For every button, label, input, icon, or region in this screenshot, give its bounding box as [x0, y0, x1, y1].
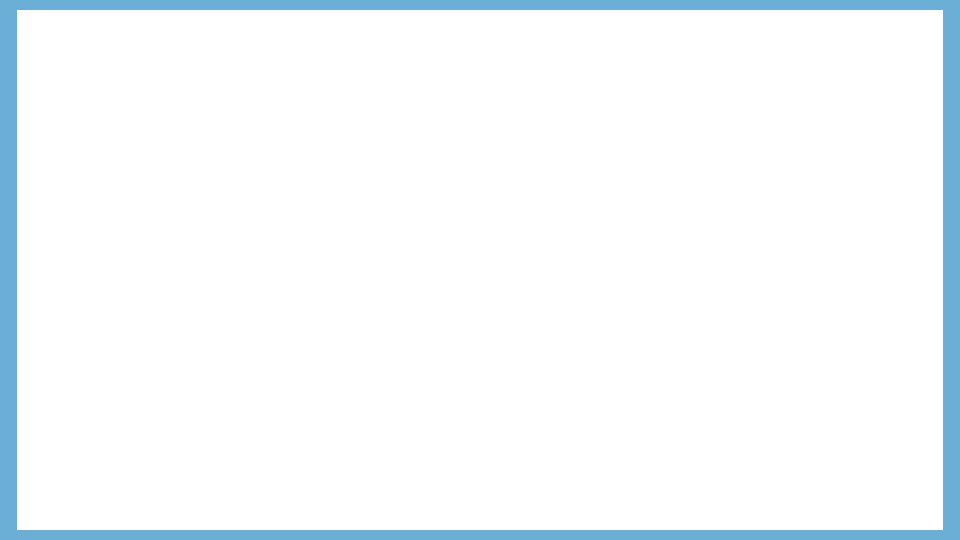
Text: J: J	[258, 280, 264, 299]
Text: $\phi(y) = (\theta_1(y))-\theta_2(y))\cdot\left(\dfrac{2\pi}{\Phi_0}\right)\int_: $\phi(y) = (\theta_1(y))-\theta_2(y))\cd…	[380, 188, 661, 226]
Text: gauge-invariant phase difference: gauge-invariant phase difference	[535, 156, 807, 171]
Text: Local relation: Local relation	[183, 116, 311, 134]
Text: CPR and the: CPR and the	[427, 156, 537, 171]
Text: $I_c(y) = \int_{-w/2}^{w/2} t\, J(y)\, dy$: $I_c(y) = \int_{-w/2}^{w/2} t\, J(y)\, d…	[511, 305, 670, 342]
Circle shape	[137, 120, 170, 138]
Text: Critical current:: Critical current:	[399, 315, 528, 333]
Text: $j=j_c\sin(\Delta\phi)$: $j=j_c\sin(\Delta\phi)$	[795, 123, 857, 137]
Text: --- ignore self-field effects (no screening of field by tunneling currents): --- ignore self-field effects (no screen…	[310, 420, 894, 437]
Text: $\theta_2$: $\theta_2$	[296, 318, 315, 338]
Text: local: local	[503, 156, 545, 171]
Text: t = barrier thickness: t = barrier thickness	[771, 329, 914, 343]
Text: 1: 1	[149, 122, 158, 136]
Text: depends on the phase difference at each location across the junction: depends on the phase difference at each …	[217, 133, 792, 151]
Text: --- phases at each location are related  ⇒  interference: --- phases at each location are related …	[285, 274, 737, 292]
Text: across the junction:: across the junction:	[171, 177, 328, 192]
Circle shape	[137, 420, 170, 438]
Text: 3: 3	[149, 422, 158, 436]
Text: "local current-phase relation": "local current-phase relation"	[566, 237, 791, 252]
Text: Josephson Effect in extended junctions: Josephson Effect in extended junctions	[234, 84, 750, 107]
FancyBboxPatch shape	[183, 306, 252, 349]
Circle shape	[137, 274, 170, 292]
Text: Phase coherent: Phase coherent	[183, 274, 329, 292]
Text: --- tunneling is highly-directional so the supercurrent: --- tunneling is highly-directional so t…	[267, 116, 705, 134]
Text: $\theta_1$: $\theta_1$	[207, 318, 228, 338]
Text: The supercurrent depends on the: The supercurrent depends on the	[171, 156, 444, 171]
Text: $J(\phi(y)) = J_c(y)\,\mathrm{cpr}(\phi(y))$: $J(\phi(y)) = J_c(y)\,\mathrm{cpr}(\phi(…	[380, 235, 560, 254]
Text: 2: 2	[149, 276, 158, 290]
FancyBboxPatch shape	[252, 306, 271, 349]
Text: w = junction width: w = junction width	[771, 306, 901, 320]
FancyBboxPatch shape	[271, 306, 340, 349]
Text: Small-junction limit: Small-junction limit	[183, 420, 366, 437]
Text: local: local	[396, 156, 439, 171]
